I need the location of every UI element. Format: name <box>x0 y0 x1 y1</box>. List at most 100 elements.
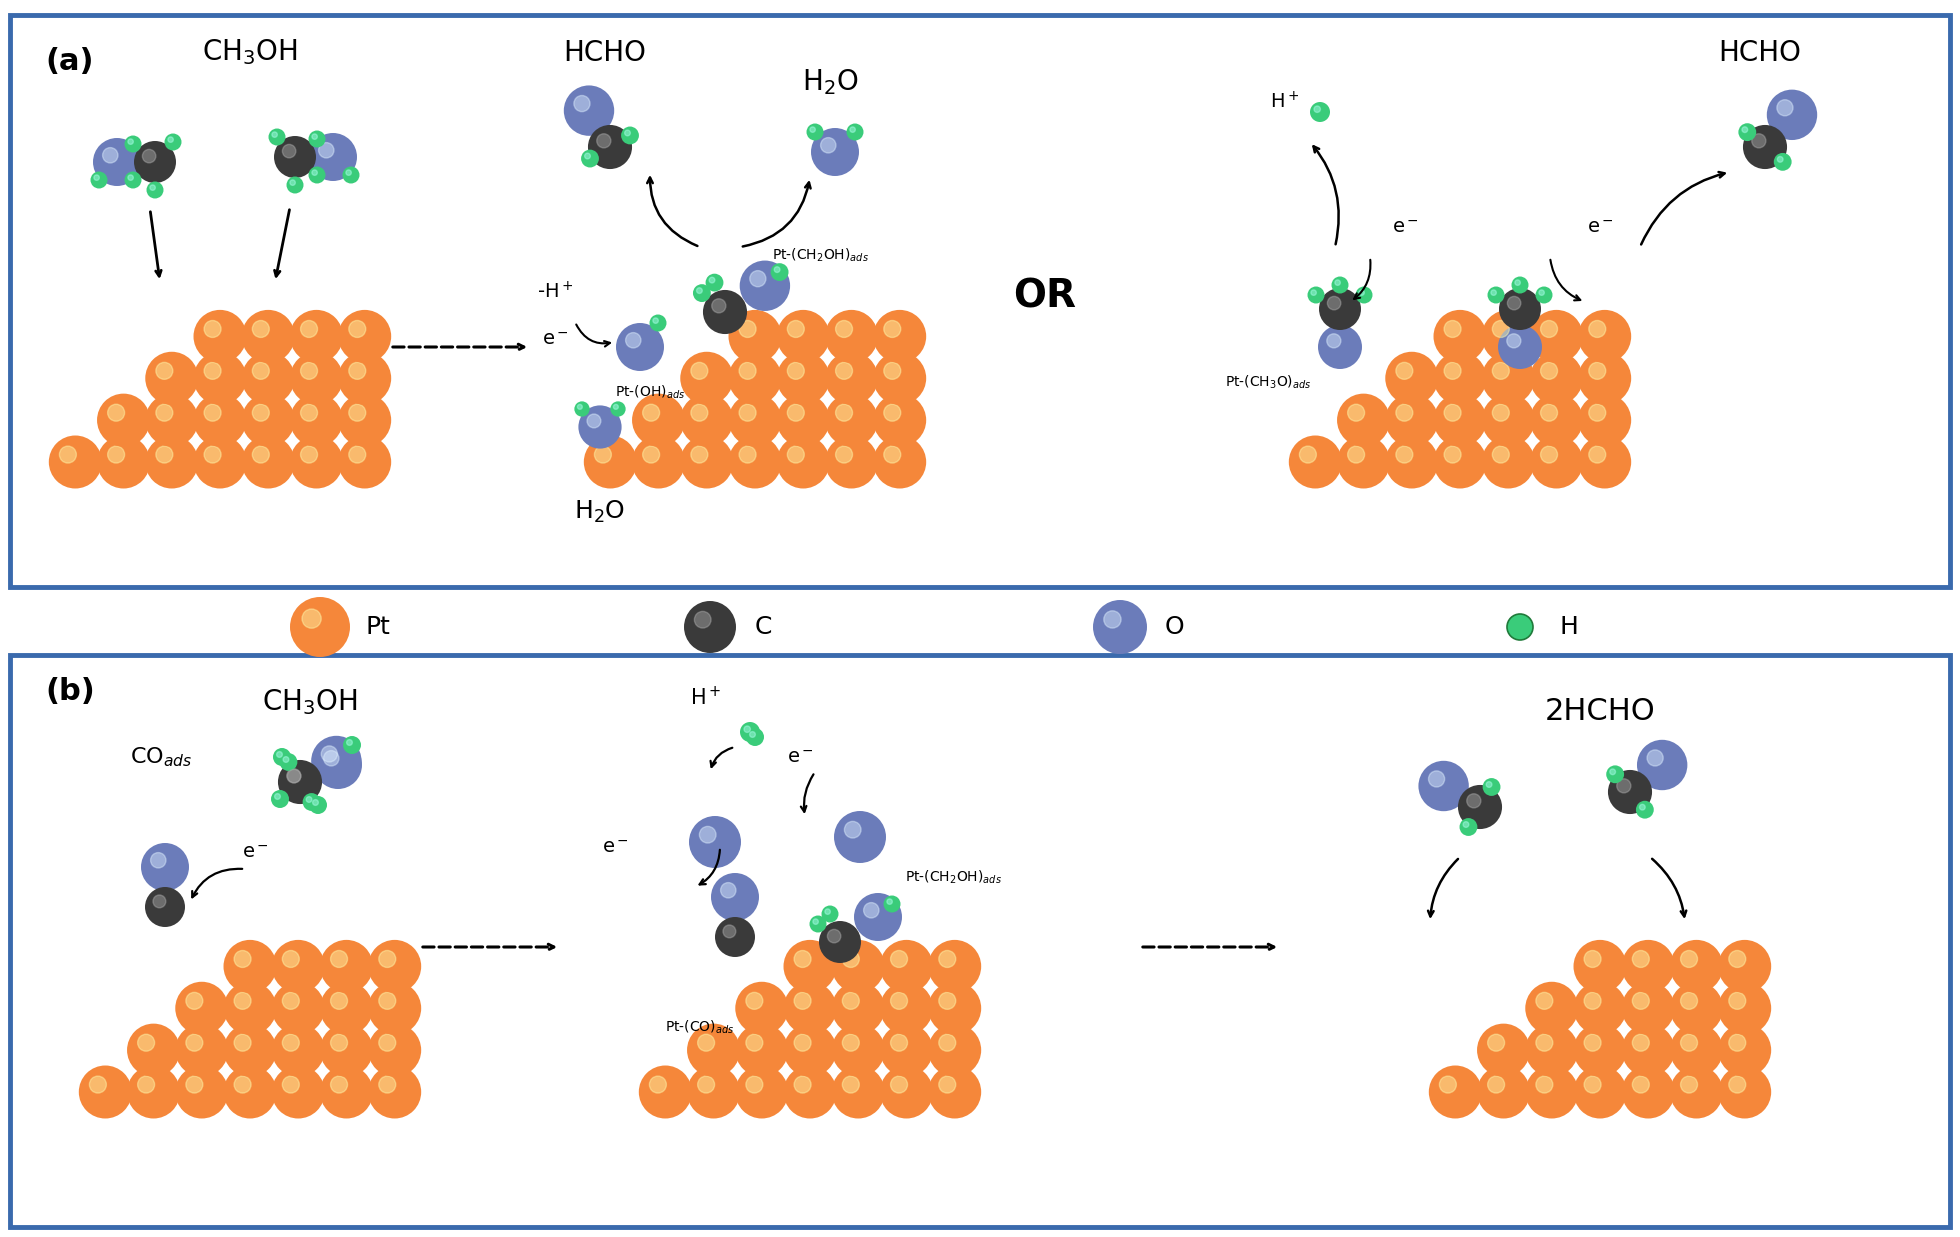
Circle shape <box>253 362 269 380</box>
Circle shape <box>939 1034 956 1051</box>
Circle shape <box>1492 362 1509 380</box>
Circle shape <box>1729 1034 1746 1051</box>
Circle shape <box>241 310 294 362</box>
Circle shape <box>308 167 325 183</box>
Circle shape <box>1680 950 1697 967</box>
Circle shape <box>729 351 782 404</box>
Circle shape <box>1356 287 1372 303</box>
Circle shape <box>745 726 751 732</box>
Circle shape <box>290 393 343 447</box>
Circle shape <box>1578 393 1631 447</box>
Text: HCHO: HCHO <box>1719 40 1801 67</box>
Circle shape <box>1574 982 1627 1035</box>
Text: Pt-(OH)$_{ads}$: Pt-(OH)$_{ads}$ <box>615 383 686 401</box>
Circle shape <box>874 351 927 404</box>
Text: (b): (b) <box>45 677 94 706</box>
Circle shape <box>1439 1076 1456 1094</box>
Circle shape <box>1094 600 1147 654</box>
Circle shape <box>194 351 247 404</box>
Circle shape <box>78 1065 131 1118</box>
Circle shape <box>831 1024 884 1076</box>
Circle shape <box>1317 325 1362 369</box>
Circle shape <box>194 435 247 489</box>
Circle shape <box>688 1024 741 1076</box>
Circle shape <box>1574 1065 1627 1118</box>
Circle shape <box>729 435 782 489</box>
Circle shape <box>282 757 288 762</box>
Circle shape <box>886 899 892 904</box>
Circle shape <box>696 288 702 293</box>
Circle shape <box>1396 447 1413 463</box>
Circle shape <box>1531 435 1584 489</box>
Circle shape <box>578 404 582 409</box>
Circle shape <box>1433 393 1486 447</box>
Circle shape <box>649 1076 666 1094</box>
Circle shape <box>331 950 347 967</box>
Circle shape <box>843 950 858 967</box>
Circle shape <box>1482 310 1535 362</box>
Circle shape <box>253 320 269 338</box>
Circle shape <box>874 310 927 362</box>
Text: H: H <box>1560 615 1580 640</box>
Circle shape <box>1739 124 1756 141</box>
Circle shape <box>339 435 392 489</box>
Circle shape <box>223 940 276 993</box>
Circle shape <box>1515 280 1521 286</box>
Circle shape <box>827 929 841 943</box>
Circle shape <box>835 362 853 380</box>
Circle shape <box>680 351 733 404</box>
Circle shape <box>588 414 602 428</box>
Circle shape <box>233 950 251 967</box>
Circle shape <box>145 393 198 447</box>
Circle shape <box>747 729 764 746</box>
Circle shape <box>98 393 151 447</box>
Circle shape <box>884 896 900 913</box>
Circle shape <box>280 753 298 771</box>
Circle shape <box>729 310 782 362</box>
Text: e$^-$: e$^-$ <box>786 747 813 767</box>
Circle shape <box>312 169 318 176</box>
Circle shape <box>794 1076 811 1094</box>
Circle shape <box>153 896 167 908</box>
Circle shape <box>233 1034 251 1051</box>
Circle shape <box>300 362 318 380</box>
Circle shape <box>680 393 733 447</box>
Circle shape <box>1590 404 1605 421</box>
Circle shape <box>165 134 182 151</box>
Circle shape <box>809 127 815 132</box>
Circle shape <box>1778 100 1793 116</box>
Circle shape <box>741 722 760 742</box>
Circle shape <box>1507 297 1521 309</box>
Circle shape <box>270 790 288 808</box>
Circle shape <box>715 917 755 957</box>
Circle shape <box>186 1034 202 1051</box>
Circle shape <box>884 362 902 380</box>
Circle shape <box>811 127 858 176</box>
Circle shape <box>843 1076 858 1094</box>
Circle shape <box>241 351 294 404</box>
Circle shape <box>613 404 617 409</box>
Circle shape <box>331 992 347 1009</box>
Circle shape <box>774 267 780 272</box>
Circle shape <box>1621 982 1674 1035</box>
Circle shape <box>125 172 141 188</box>
Circle shape <box>1433 435 1486 489</box>
Circle shape <box>343 736 361 755</box>
Circle shape <box>1499 288 1541 330</box>
Circle shape <box>194 310 247 362</box>
Circle shape <box>1670 982 1723 1035</box>
Circle shape <box>711 873 759 922</box>
Circle shape <box>1348 447 1364 463</box>
Circle shape <box>127 1024 180 1076</box>
Circle shape <box>186 992 202 1009</box>
Text: H$^+$: H$^+$ <box>690 685 721 709</box>
Circle shape <box>874 435 927 489</box>
Text: e$^-$: e$^-$ <box>1586 218 1613 236</box>
Circle shape <box>747 992 762 1009</box>
Circle shape <box>108 404 125 421</box>
Circle shape <box>1670 1065 1723 1118</box>
Circle shape <box>788 320 804 338</box>
Circle shape <box>137 1076 155 1094</box>
Circle shape <box>588 125 631 169</box>
Circle shape <box>378 992 396 1009</box>
